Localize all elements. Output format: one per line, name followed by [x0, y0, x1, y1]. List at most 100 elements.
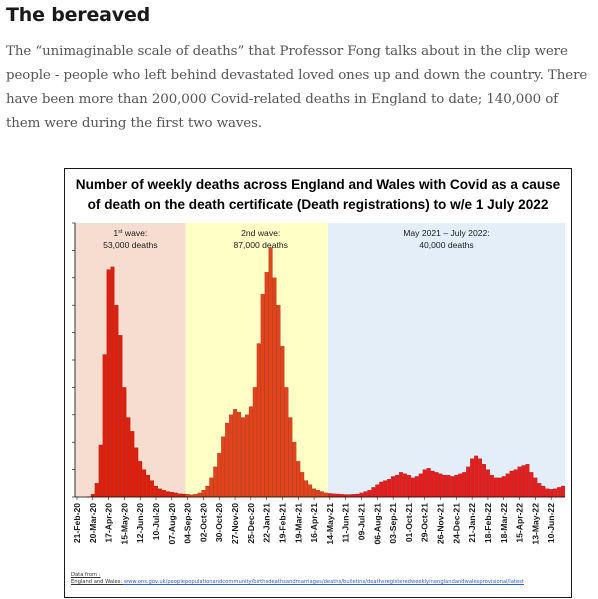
- bar: [371, 487, 376, 498]
- bar: [102, 354, 107, 498]
- bar: [312, 488, 317, 498]
- bar: [296, 461, 301, 498]
- bar: [513, 469, 518, 498]
- bar: [509, 470, 514, 498]
- bar: [339, 494, 344, 498]
- bar: [351, 494, 356, 498]
- bar: [533, 477, 538, 498]
- wave-annotation-line: May 2021 – July 2022:: [403, 228, 489, 238]
- bar: [335, 493, 340, 498]
- bar: [138, 461, 143, 498]
- bar: [521, 465, 526, 498]
- bar: [130, 431, 135, 498]
- bar: [165, 491, 170, 498]
- bar: [304, 480, 309, 498]
- bar: [98, 444, 103, 498]
- bar: [205, 485, 210, 498]
- bar: [197, 492, 202, 498]
- x-tick-label: 21-Feb-20: [72, 503, 82, 543]
- x-tick-label: 14-May-21: [325, 503, 335, 545]
- wave-band-3: [327, 223, 565, 497]
- wave-annotation-line: 87,000 deaths: [233, 240, 287, 250]
- bar: [395, 474, 400, 498]
- bar: [114, 305, 119, 498]
- bar: [434, 472, 439, 498]
- bar: [418, 473, 423, 498]
- bar: [225, 422, 230, 498]
- bar: [363, 491, 368, 498]
- bar: [410, 477, 415, 498]
- bar: [549, 489, 554, 498]
- wave-annotation-line: 53,000 deaths: [103, 240, 157, 250]
- bar: [260, 294, 265, 498]
- bar: [422, 469, 427, 498]
- bar: [541, 485, 546, 498]
- x-tick-label: 10-Jul-20: [151, 503, 161, 540]
- bar: [308, 484, 313, 498]
- bar: [169, 491, 174, 498]
- bar: [217, 453, 222, 498]
- bar: [209, 477, 214, 498]
- source-line: England and Wales: www.ons.gov.uk/people…: [71, 579, 524, 586]
- x-tick-label: 20-Mar-20: [88, 503, 98, 543]
- bar: [525, 463, 530, 498]
- wave-annotation-line: 1st wave:: [113, 228, 147, 238]
- bar: [94, 483, 99, 498]
- bar: [272, 277, 277, 498]
- x-tick-label: 18-Feb-22: [483, 503, 493, 543]
- x-tick-label: 09-Jul-21: [356, 503, 366, 540]
- bar: [359, 492, 364, 498]
- bar: [110, 266, 115, 498]
- bar: [474, 455, 479, 498]
- data-source: Data from : England and Wales: www.ons.g…: [71, 572, 524, 586]
- source-label: England and Wales:: [71, 579, 124, 585]
- bar: [142, 469, 147, 498]
- bar: [403, 473, 407, 498]
- bar: [414, 476, 419, 498]
- bar: [256, 343, 261, 498]
- wave-annotation-line: 40,000 deaths: [419, 240, 473, 250]
- x-axis-labels: 21-Feb-20 20-Mar-20 17-Apr-20 15-May-20 12-J…: [72, 503, 556, 545]
- bar: [446, 474, 451, 498]
- bar: [537, 483, 542, 498]
- bar: [426, 468, 431, 498]
- bar: [181, 493, 186, 498]
- bar: [454, 474, 459, 498]
- source-link[interactable]: www.ons.gov.uk/peoplepopulationandcommun…: [123, 579, 524, 585]
- bar: [221, 436, 226, 498]
- bar: [280, 346, 285, 498]
- bar: [399, 472, 403, 498]
- bar: [316, 490, 320, 498]
- section-heading: The bereaved: [6, 4, 151, 26]
- bar: [458, 473, 463, 498]
- bar: [320, 491, 324, 498]
- bar: [248, 406, 253, 498]
- chart-title: Number of weekly deaths across England a…: [76, 177, 561, 212]
- bar-series: [86, 247, 565, 498]
- bar: [406, 474, 411, 498]
- x-tick-label: 15-Apr-22: [515, 503, 525, 543]
- bar: [497, 477, 502, 498]
- x-tick-label: 11-Jun-21: [341, 503, 351, 543]
- bar: [237, 411, 241, 498]
- bar: [478, 458, 482, 498]
- bar: [300, 472, 305, 498]
- bar: [213, 466, 218, 498]
- x-tick-label: 15-May-20: [119, 503, 129, 545]
- bar: [173, 492, 178, 498]
- bar: [391, 476, 396, 498]
- bar: [90, 494, 95, 498]
- bar: [501, 476, 506, 498]
- x-tick-label: 02-Oct-20: [198, 503, 208, 542]
- bar: [545, 488, 550, 498]
- x-tick-label: 21-Jan-22: [467, 503, 477, 543]
- bar: [493, 477, 498, 498]
- bar: [161, 490, 166, 498]
- x-tick-label: 01-Oct-21: [404, 503, 414, 542]
- x-tick-label: 13-May-22: [530, 503, 540, 545]
- bar: [450, 476, 455, 498]
- bar: [323, 492, 328, 498]
- bar: [154, 485, 158, 498]
- x-tick-label: 10-Jun-22: [546, 503, 556, 543]
- bar: [240, 417, 245, 498]
